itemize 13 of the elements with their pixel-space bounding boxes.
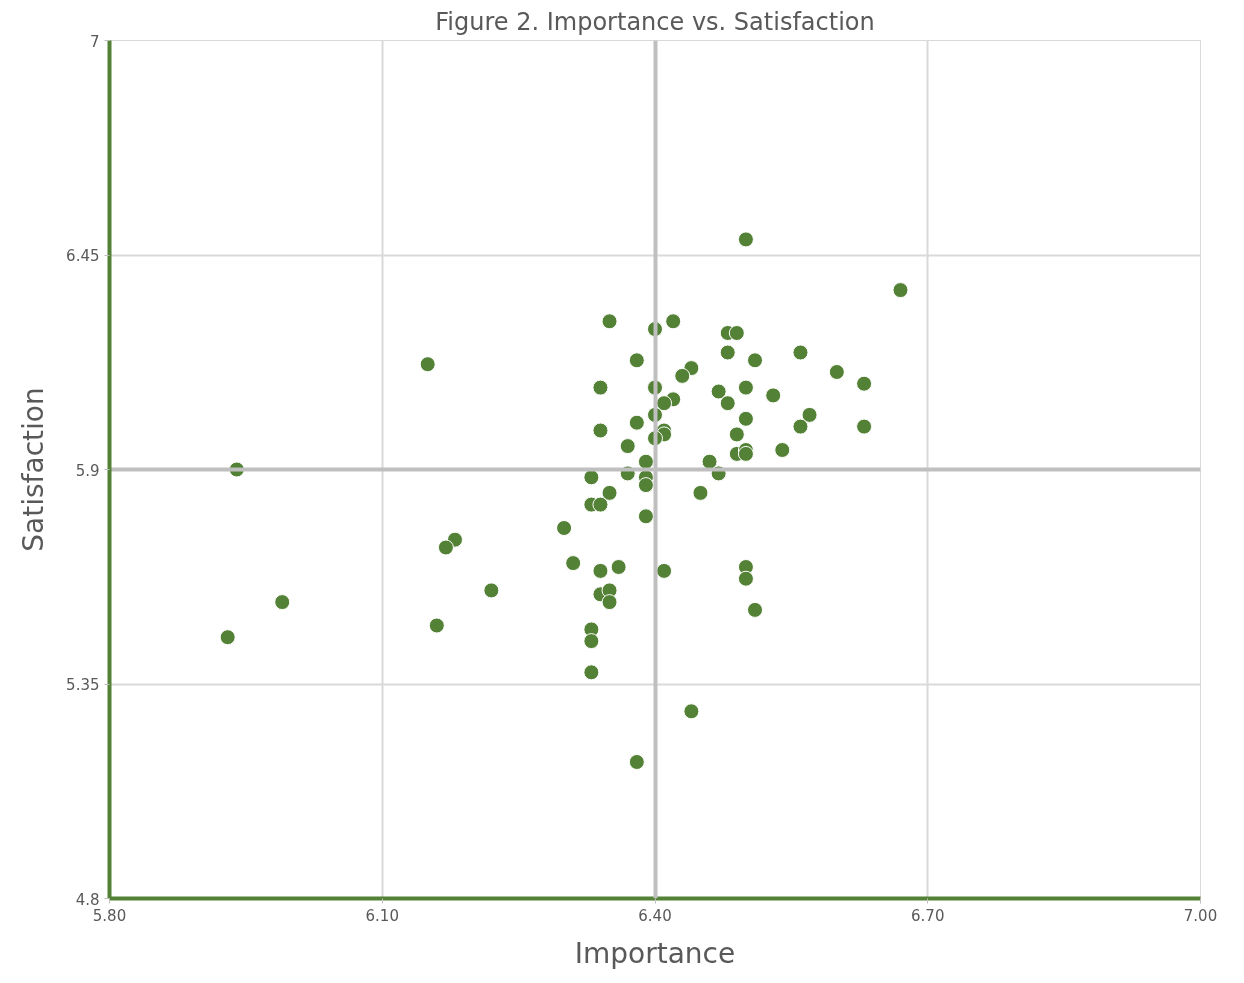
- y-tick-label: 5.35: [66, 676, 100, 694]
- y-tick-label: 5.9: [75, 461, 100, 480]
- x-tick-label: 6.70: [911, 906, 945, 925]
- y-axis-title: Satisfaction: [16, 387, 50, 552]
- y-tick-label: 4.8: [75, 890, 100, 909]
- x-axis-title: Importance: [574, 936, 736, 970]
- x-tick-label: 6.10: [365, 906, 399, 925]
- x-tick-label: 7.00: [1183, 906, 1218, 925]
- y-tick-label: 7: [89, 32, 100, 51]
- x-tick-label: 5.80: [92, 906, 127, 925]
- x-tick-label: 6.40: [638, 906, 672, 925]
- y-tick-label: 6.45: [66, 247, 100, 265]
- chart-title: Figure 2. Importance vs. Satisfaction: [435, 7, 875, 36]
